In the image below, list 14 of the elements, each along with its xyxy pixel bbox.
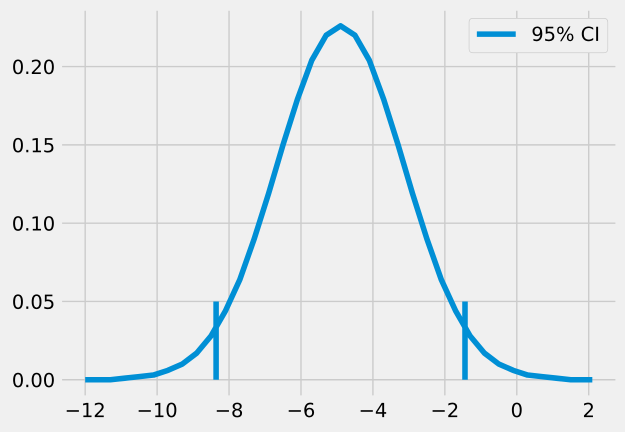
x-tick-label: −8	[216, 402, 242, 418]
x-tick-label: −12	[66, 402, 104, 418]
y-tick-label: 0.00	[13, 372, 54, 388]
legend-label: 95% CI	[532, 26, 598, 42]
y-tick-label: 0.05	[13, 294, 54, 310]
y-tick-label: 0.15	[13, 138, 54, 153]
x-tick-label: 2	[584, 402, 593, 418]
x-tick-label: −10	[138, 402, 176, 418]
x-tick-label: −6	[288, 402, 314, 418]
x-tick-label: 0	[512, 402, 522, 418]
y-tick-label: 0.10	[13, 216, 54, 231]
x-tick-label: −4	[360, 402, 386, 418]
y-tick-label: 0.20	[13, 60, 54, 74]
x-tick-label: −2	[432, 402, 458, 418]
